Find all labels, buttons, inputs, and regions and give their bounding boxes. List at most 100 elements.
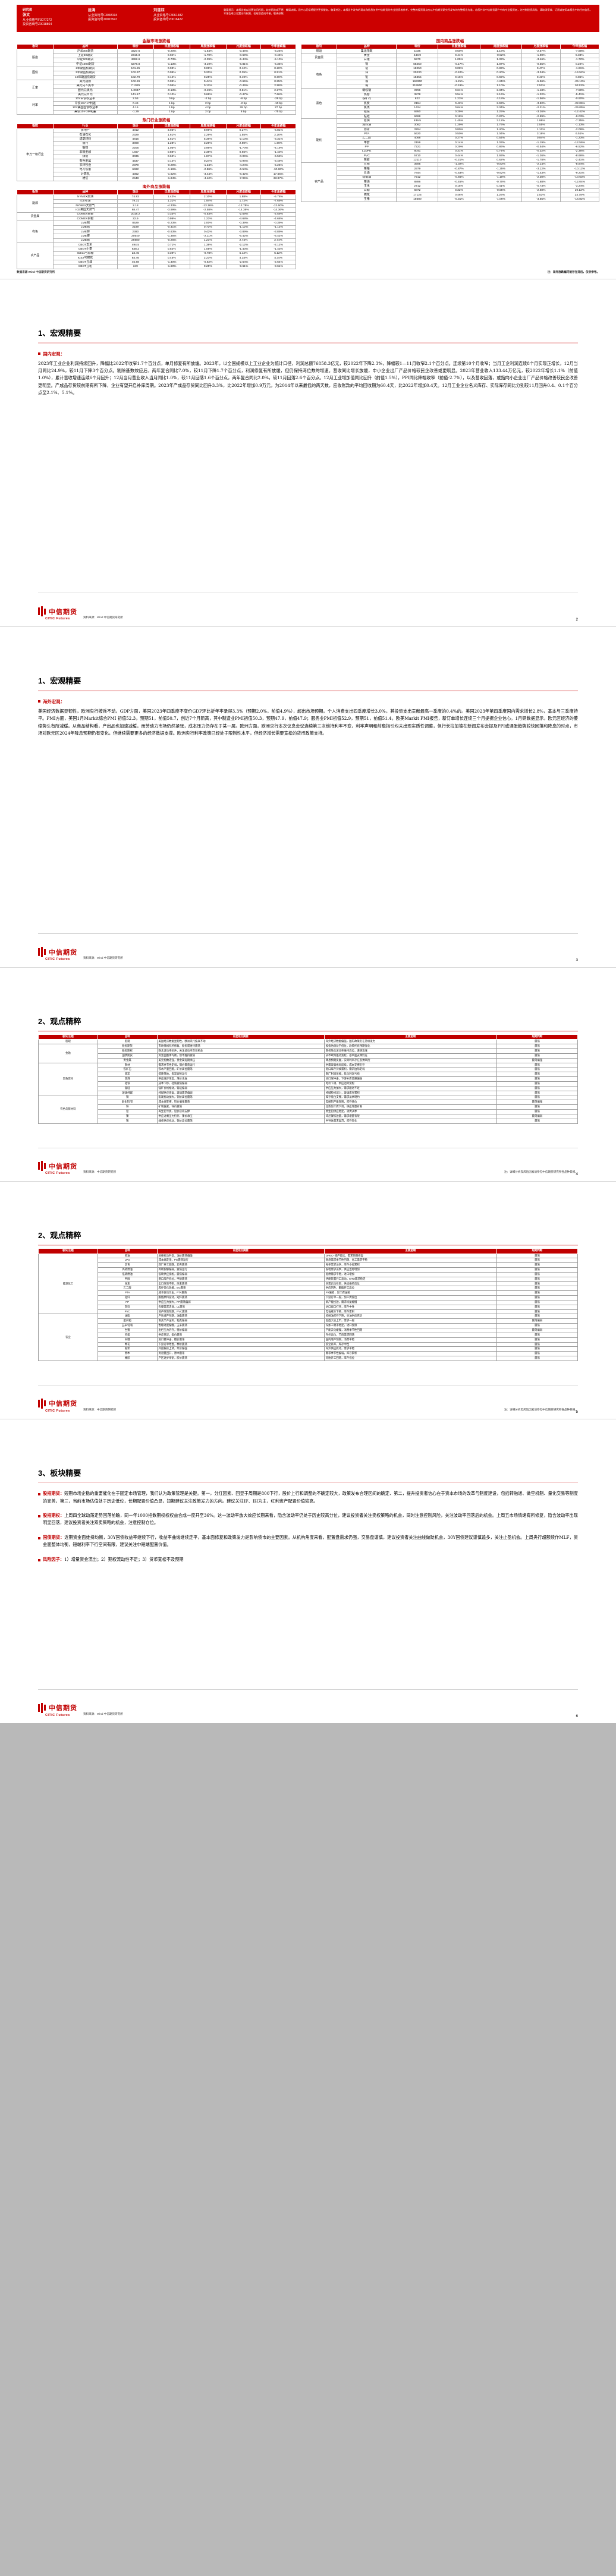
- main-logic-cell: 需求季节性偏弱，库存累积: [323, 1351, 497, 1357]
- view-summary-cell: 外盘报价上调，浆价偏强: [156, 1346, 325, 1352]
- table-row: 乙二醇 4068 0.27% 0.54% 0.94% -1.23%: [301, 136, 600, 141]
- table-row: 能源化工 原油 地缘扰动升温，油价震荡偏强 OPEC+减产延续，需求预期修复 震荡: [38, 1253, 579, 1315]
- logo-bar-1: [38, 1162, 40, 1170]
- ytd-change-cell: -0.39%: [260, 221, 296, 226]
- col-header-2: 现价: [117, 44, 154, 50]
- daily-change-cell: -0.63%: [153, 229, 190, 235]
- price-cell: 102.37: [117, 70, 154, 76]
- price-cell: 2380: [117, 229, 154, 235]
- ytd-change-cell: 2.20%: [260, 133, 296, 138]
- view-summary-cell: 地产政策预期，PVC震荡: [156, 1309, 325, 1315]
- page-footer: 中信期货 CITIC Futures 资料来源：中信期货研究所 注：详细分析及风…: [0, 1161, 616, 1181]
- bullet-label: 海外宏观：: [43, 698, 65, 704]
- daily-change-cell: -4.33%: [153, 203, 190, 209]
- variety-cell: 锌: [337, 70, 397, 76]
- monthly-change-cell: -0.39%: [225, 221, 262, 226]
- table-row: 棉花 17125 0.46% 1.26% 2.53% 24.78%: [301, 193, 600, 198]
- variety-cell: 菜粕: [337, 166, 397, 172]
- table-header-row: 板块 品种 现价 日度涨跌幅 周度涨跌幅 月度涨跌幅 今年涨跌幅: [300, 44, 600, 50]
- main-logic-cell: 燃烧需求季节性回落，化工需求平稳: [323, 1258, 497, 1264]
- variety-cell: 原木: [97, 1351, 158, 1357]
- header-banner: 研究员 张文 从业资格号F3077272 投资咨询号Z0018864 屈涛 从业…: [17, 5, 599, 32]
- price-cell: 3035: [117, 154, 154, 160]
- ytd-change-cell: -5.41%: [560, 92, 600, 97]
- price-cell: 141.17: [117, 92, 154, 97]
- outlook-cell: 震荡偏强: [496, 1100, 579, 1106]
- weekly-change-cell: 1.87%: [189, 154, 227, 160]
- price-cell: 2329: [117, 133, 154, 138]
- sector-label: 国债期货：: [43, 1534, 65, 1540]
- col-header-2: 日度观点摘要: [156, 1248, 325, 1254]
- sector-cell: 能化: [300, 118, 338, 163]
- ytd-change-cell: -26.05%: [560, 105, 600, 111]
- table-row: 棕榈油 7212 -0.66% -1.10% -2.30% -10.63%: [301, 175, 600, 181]
- variety-cell: 生猪: [337, 197, 397, 202]
- sector-cell: 有色: [300, 62, 338, 89]
- table-row: 美债10Y-3M利差 -1.29 1 bp 2 bp 8 bp -75 bp: [17, 109, 296, 115]
- variety-cell: PVC: [337, 153, 397, 159]
- logo-bar-1: [38, 1399, 40, 1407]
- table-row: 黑色 螺纹钢 3766 0.61% 2.34% -1.18% -7.59%: [300, 88, 600, 119]
- table-row: CBOT小麦 638.2 0.52% 1.05% -1.43% -1.43%: [17, 247, 296, 252]
- monthly-change-cell: -1.12%: [225, 225, 262, 231]
- brand-name-cn: 中信期货: [49, 1400, 77, 1408]
- monthly-change-cell: -6.81%: [225, 62, 262, 67]
- table-row: 镍供应过剩压力仍存，镍价承压 印尼镍铁放量，需求增量有限 震荡偏弱: [39, 1113, 579, 1119]
- weekly-change-cell: 8.99%: [189, 128, 227, 134]
- outlook-cell: 震荡: [496, 1062, 579, 1068]
- weekly-change-cell: 2 bp: [189, 101, 227, 106]
- table-row: 国债期货 资金面整体均衡，债市维持震荡 货币政策维持宽松，基本面支撑仍在 震荡: [39, 1053, 579, 1059]
- view-summary-cell: 成本下移，硅铁震荡偏弱: [156, 1081, 325, 1087]
- variety-cell: 棉花: [337, 193, 397, 198]
- variety-cell: 煤炭: [52, 154, 118, 160]
- col-header-1: 品种: [97, 1034, 158, 1040]
- main-logic-cell: 电价下调，供应边际宽松: [323, 1081, 497, 1087]
- daily-change-cell: 1.05%: [153, 146, 190, 151]
- ytd-change-cell: -6.35%: [260, 62, 296, 67]
- page-2: 1、宏观精要 国内宏观： 2023年工业企业利润持续回升，降幅比2022年收窄1…: [0, 278, 616, 627]
- sector-label: 股指期权：: [43, 1513, 65, 1519]
- view-summary-cell: 出口政策不明，尿素震荡: [156, 1281, 325, 1287]
- main-logic-cell: 钢厂利润压缩，焦化利润亏损: [323, 1072, 497, 1078]
- sector-cell: 利率: [17, 96, 54, 115]
- main-logic-cell: OPEC+减产延续，需求预期修复: [323, 1253, 497, 1259]
- main-logic-cell: 农需启动在即，供应维持高位: [323, 1281, 497, 1287]
- title-divider: [38, 690, 578, 691]
- main-logic-cell: 进口煤冲击，下游补库意愿偏低: [323, 1076, 497, 1082]
- variety-cell: 原油: [337, 118, 397, 124]
- ytd-change-cell: -2.36%: [560, 149, 600, 155]
- logo: 中信期货 CITIC Futures: [38, 1161, 77, 1175]
- table-row: 豆油 7844 -0.53% -0.62% -1.43% -9.21%: [301, 171, 600, 176]
- brand-name-en: CITIC Futures: [45, 1713, 70, 1717]
- ytd-change-cell: 10.53%: [560, 83, 600, 89]
- monthly-change-cell: -1.90%: [521, 53, 561, 58]
- daily-change-cell: 1.61%: [153, 133, 190, 138]
- col-header-2: 现价: [117, 190, 154, 196]
- ytd-change-cell: -2.09%: [560, 127, 600, 133]
- variety-cell: 螺纹钢: [337, 88, 397, 93]
- outlook-cell: 震荡: [496, 1332, 579, 1338]
- sector-cell: 黑色: [300, 88, 338, 119]
- ytd-change-cell: -0.90%: [560, 96, 600, 102]
- price-cell: 4992.6: [117, 57, 154, 63]
- weekly-change-cell: -1.64%: [189, 49, 227, 54]
- price-cell: 4.15: [117, 105, 154, 111]
- col-header-1: 品种: [52, 44, 118, 50]
- variety-cell: ICE2号棉花: [52, 255, 118, 261]
- outlook-cell: 震荡: [496, 1271, 579, 1277]
- main-logic-cell: 国内增产预期，消费平稳: [323, 1337, 497, 1343]
- main-logic-cell: 轮胎开工回落，库存低位: [323, 1356, 497, 1361]
- weekly-change-cell: 1.93%: [479, 153, 522, 159]
- overseas-lag-note: 注：海外涨跌幅可能存在滞后，仅供参考。: [547, 270, 599, 273]
- col-header-0: 板块: [300, 44, 338, 50]
- price-cell: 8896: [396, 179, 439, 185]
- weekly-change-cell: -3.19%: [189, 62, 227, 67]
- outlook-cell: 震荡: [496, 1337, 579, 1343]
- daily-change-cell: 0.46%: [438, 193, 480, 198]
- col-header-4: 周度涨跌幅: [479, 44, 522, 50]
- daily-change-cell: -0.45%: [438, 179, 480, 185]
- price-cell: 46.88: [117, 260, 154, 265]
- main-logic-cell: 深加工需求稳定，进口受限: [323, 1323, 497, 1329]
- variety-cell: 镍: [337, 79, 397, 84]
- daily-change-cell: 1.05%: [438, 57, 480, 63]
